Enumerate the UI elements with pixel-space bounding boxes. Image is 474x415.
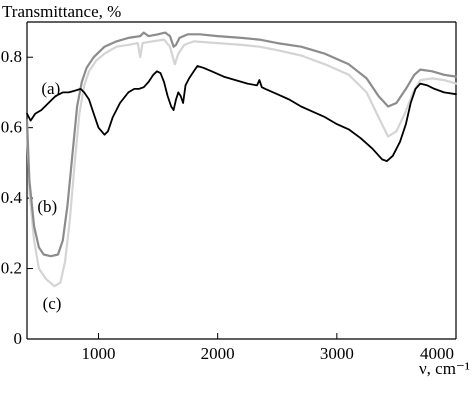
tick-labels: 1000 2000 3000 4000 0 0.2 0.4 0.6 0.8 [1,47,454,363]
x-tick-label: 2000 [201,344,235,363]
y-tick-label: 0.8 [1,47,22,66]
series-c-line [25,38,458,288]
annotation-a: (a) [41,79,60,98]
y-tick-label: 0.2 [1,259,22,278]
x-tick-label: 1000 [82,344,116,363]
x-tick-label: 3000 [320,344,354,363]
series-b-line [25,31,458,258]
x-tick-label: 4000 [420,344,454,363]
tick-marks [27,56,457,340]
series-lines [25,31,458,288]
y-axis-label: Transmittance, % [2,2,121,21]
series-a-line [26,65,457,162]
x-axis-label: ν, cm⁻¹ [419,359,470,378]
y-tick-label: 0 [14,329,23,348]
y-tick-label: 0.6 [1,118,22,137]
y-tick-label: 0.4 [1,188,23,207]
annotation-c: (c) [43,294,62,313]
annotation-b: (b) [37,197,57,216]
curve-annotations: (a) (b) (c) [37,79,61,313]
